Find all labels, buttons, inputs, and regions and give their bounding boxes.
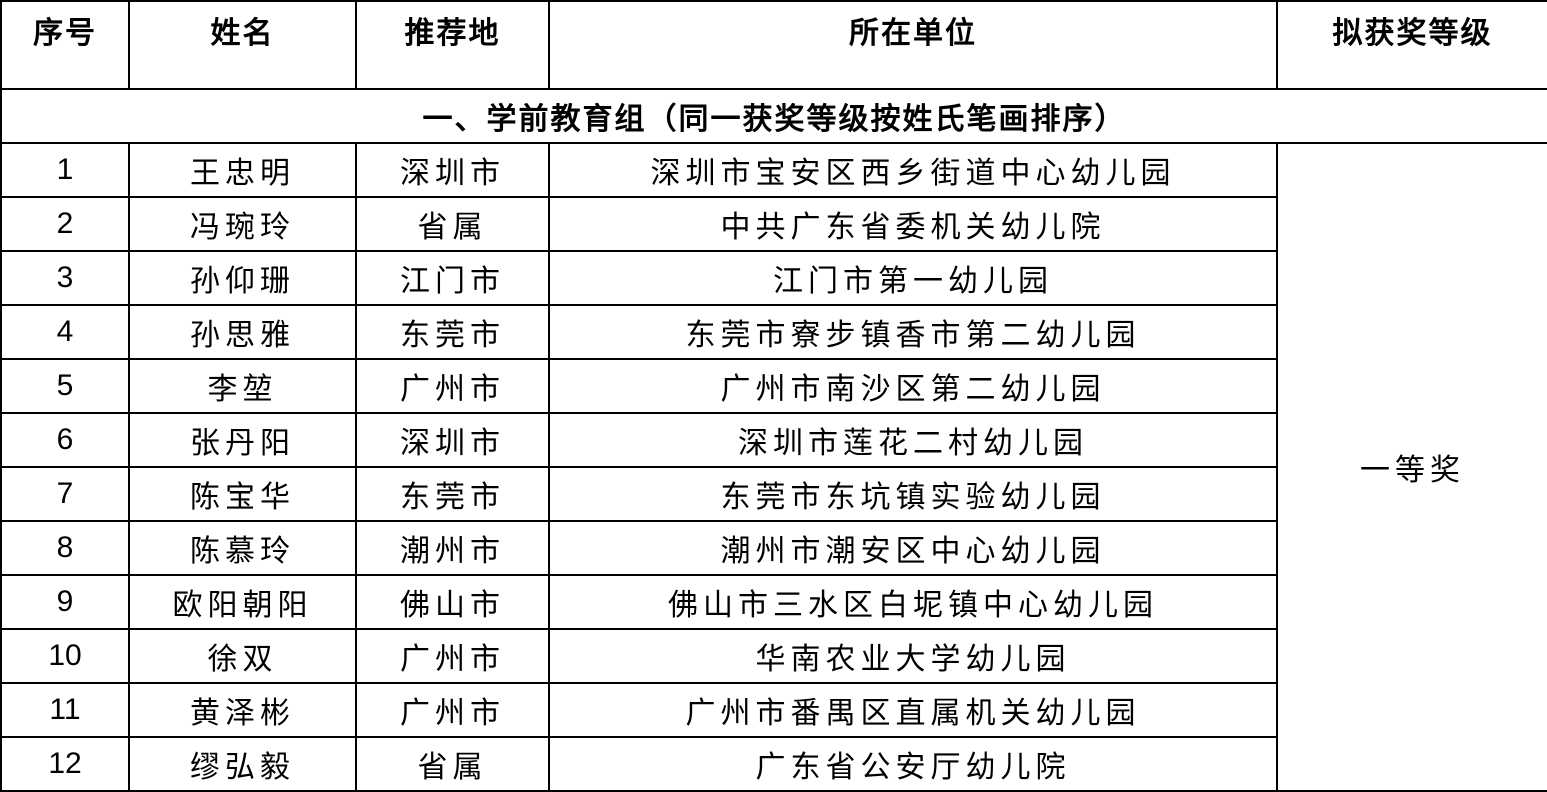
row-unit: 华南农业大学幼儿园 — [548, 628, 1278, 684]
row-number: 3 — [0, 250, 130, 306]
row-region: 省属 — [355, 196, 550, 252]
row-region: 深圳市 — [355, 412, 550, 468]
row-region: 广州市 — [355, 682, 550, 738]
header-award: 拟获奖等级 — [1276, 0, 1547, 90]
table-row: 9 欧阳朝阳 佛山市 佛山市三水区白坭镇中心幼儿园 — [0, 574, 1547, 630]
header-row: 序号 姓名 推荐地 所在单位 拟获奖等级 — [0, 0, 1547, 90]
row-unit: 广州市南沙区第二幼儿园 — [548, 358, 1278, 414]
section-row: 一、学前教育组（同一获奖等级按姓氏笔画排序） — [0, 88, 1547, 144]
table-row: 7 陈宝华 东莞市 东莞市东坑镇实验幼儿园 — [0, 466, 1547, 522]
row-unit: 深圳市宝安区西乡街道中心幼儿园 — [548, 142, 1278, 198]
table-row: 8 陈慕玲 潮州市 潮州市潮安区中心幼儿园 — [0, 520, 1547, 576]
row-name: 孙仰珊 — [128, 250, 357, 306]
row-name: 缪弘毅 — [128, 736, 357, 792]
table-row: 11 黄泽彬 广州市 广州市番禺区直属机关幼儿园 — [0, 682, 1547, 738]
table-row: 3 孙仰珊 江门市 江门市第一幼儿园 — [0, 250, 1547, 306]
row-unit: 江门市第一幼儿园 — [548, 250, 1278, 306]
row-unit: 中共广东省委机关幼儿院 — [548, 196, 1278, 252]
row-region: 广州市 — [355, 628, 550, 684]
row-region: 潮州市 — [355, 520, 550, 576]
section-title: 一、学前教育组（同一获奖等级按姓氏笔画排序） — [0, 88, 1547, 144]
row-unit: 深圳市莲花二村幼儿园 — [548, 412, 1278, 468]
table-row: 6 张丹阳 深圳市 深圳市莲花二村幼儿园 — [0, 412, 1547, 468]
row-name: 欧阳朝阳 — [128, 574, 357, 630]
row-number: 4 — [0, 304, 130, 360]
table-row: 12 缪弘毅 省属 广东省公安厅幼儿院 — [0, 736, 1547, 792]
row-unit: 广东省公安厅幼儿院 — [548, 736, 1278, 792]
row-name: 冯琬玲 — [128, 196, 357, 252]
row-unit: 东莞市东坑镇实验幼儿园 — [548, 466, 1278, 522]
row-number: 10 — [0, 628, 130, 684]
row-name: 张丹阳 — [128, 412, 357, 468]
row-region: 深圳市 — [355, 142, 550, 198]
row-number: 7 — [0, 466, 130, 522]
table-row: 2 冯琬玲 省属 中共广东省委机关幼儿院 — [0, 196, 1547, 252]
row-unit: 东莞市寮步镇香市第二幼儿园 — [548, 304, 1278, 360]
row-region: 东莞市 — [355, 304, 550, 360]
row-number: 1 — [0, 142, 130, 198]
row-number: 8 — [0, 520, 130, 576]
table-row: 5 李堃 广州市 广州市南沙区第二幼儿园 — [0, 358, 1547, 414]
table-row: 1 王忠明 深圳市 深圳市宝安区西乡街道中心幼儿园 一等奖 — [0, 142, 1547, 792]
row-name: 黄泽彬 — [128, 682, 357, 738]
row-unit: 广州市番禺区直属机关幼儿园 — [548, 682, 1278, 738]
row-number: 9 — [0, 574, 130, 630]
row-region: 东莞市 — [355, 466, 550, 522]
row-name: 徐双 — [128, 628, 357, 684]
row-unit: 潮州市潮安区中心幼儿园 — [548, 520, 1278, 576]
row-region: 佛山市 — [355, 574, 550, 630]
row-region: 广州市 — [355, 358, 550, 414]
row-number: 12 — [0, 736, 130, 792]
row-name: 孙思雅 — [128, 304, 357, 360]
row-name: 陈慕玲 — [128, 520, 357, 576]
row-number: 6 — [0, 412, 130, 468]
header-no: 序号 — [0, 0, 130, 90]
table-row: 4 孙思雅 东莞市 东莞市寮步镇香市第二幼儿园 — [0, 304, 1547, 360]
award-level: 一等奖 — [1276, 142, 1547, 792]
row-number: 5 — [0, 358, 130, 414]
header-unit: 所在单位 — [548, 0, 1278, 90]
header-name: 姓名 — [128, 0, 357, 90]
row-number: 2 — [0, 196, 130, 252]
row-region: 江门市 — [355, 250, 550, 306]
header-region: 推荐地 — [355, 0, 550, 90]
row-name: 陈宝华 — [128, 466, 357, 522]
row-number: 11 — [0, 682, 130, 738]
row-name: 李堃 — [128, 358, 357, 414]
row-region: 省属 — [355, 736, 550, 792]
table-row: 10 徐双 广州市 华南农业大学幼儿园 — [0, 628, 1547, 684]
row-name: 王忠明 — [128, 142, 357, 198]
row-unit: 佛山市三水区白坭镇中心幼儿园 — [548, 574, 1278, 630]
